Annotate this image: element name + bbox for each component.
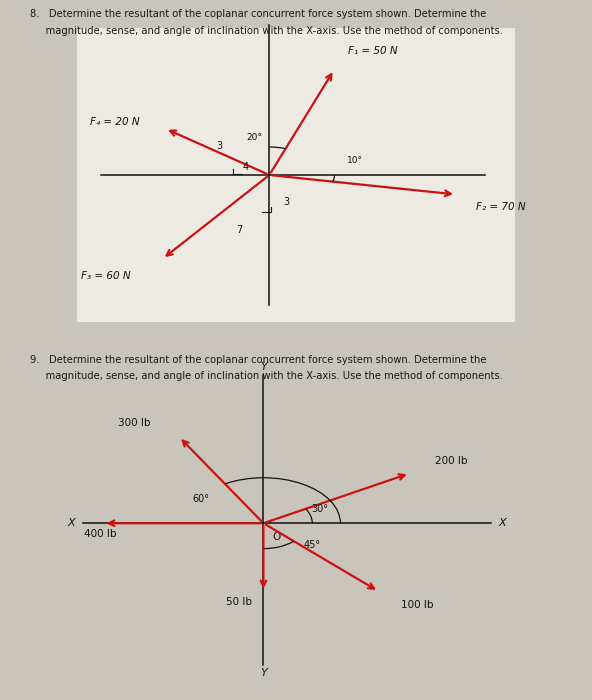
Text: 4: 4 (243, 162, 249, 172)
Text: 45°: 45° (304, 540, 320, 550)
Text: magnitude, sense, and angle of inclination with the X-axis. Use the method of co: magnitude, sense, and angle of inclinati… (30, 371, 503, 381)
Text: 200 lb: 200 lb (435, 456, 467, 466)
Text: O: O (272, 531, 281, 542)
Text: 10°: 10° (347, 156, 363, 164)
Text: 3: 3 (283, 197, 289, 206)
Text: 400 lb: 400 lb (85, 529, 117, 540)
Text: 8.   Determine the resultant of the coplanar concurrent force system shown. Dete: 8. Determine the resultant of the coplan… (30, 8, 486, 19)
Text: F₁ = 50 N: F₁ = 50 N (348, 46, 397, 55)
Text: 7: 7 (237, 225, 243, 235)
Text: F₂ = 70 N: F₂ = 70 N (475, 202, 525, 211)
Text: magnitude, sense, and angle of inclination with the X-axis. Use the method of co: magnitude, sense, and angle of inclinati… (30, 26, 503, 36)
Text: 300 lb: 300 lb (118, 418, 151, 428)
Bar (77, 28, 515, 322)
Text: X: X (498, 518, 506, 528)
Text: Y: Y (260, 363, 267, 372)
Text: 60°: 60° (193, 494, 210, 503)
Text: 100 lb: 100 lb (401, 601, 433, 610)
Text: F₃ = 60 N: F₃ = 60 N (82, 272, 131, 281)
Text: 3: 3 (216, 141, 222, 150)
Text: X: X (67, 518, 75, 528)
Text: 20°: 20° (247, 133, 262, 142)
Text: 9.   Determine the resultant of the coplanar concurrent force system shown. Dete: 9. Determine the resultant of the coplan… (30, 356, 486, 365)
Text: Y: Y (260, 668, 267, 678)
Text: 30°: 30° (311, 504, 328, 514)
Text: 50 lb: 50 lb (226, 597, 252, 607)
Text: F₄ = 20 N: F₄ = 20 N (90, 117, 140, 127)
